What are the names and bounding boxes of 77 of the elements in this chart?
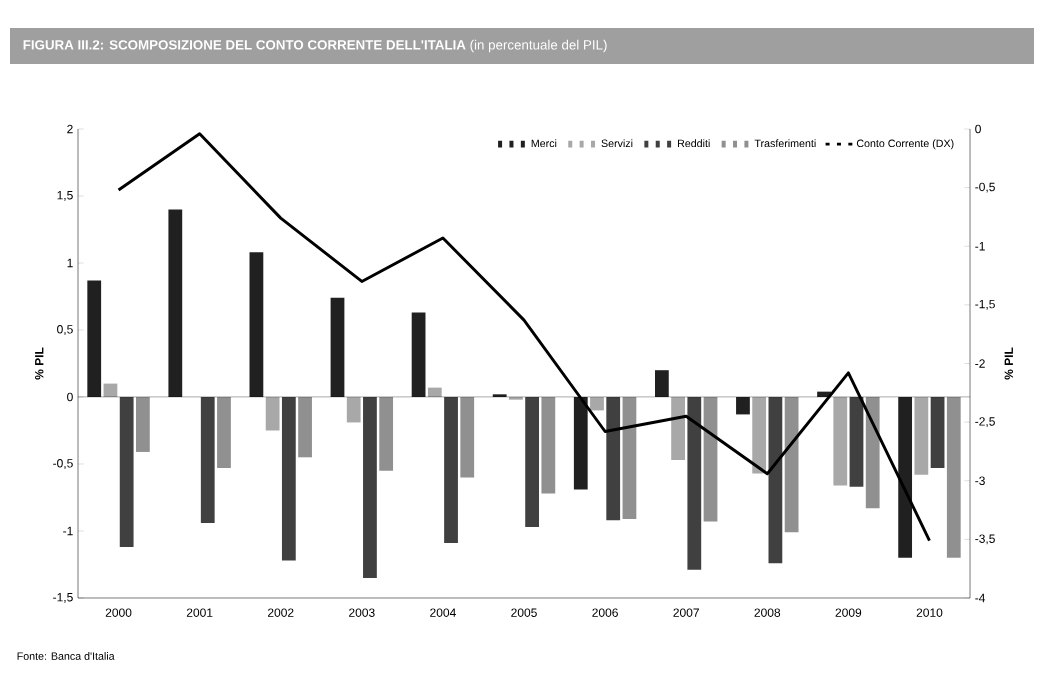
- bar: [914, 397, 929, 475]
- chart-subtitle: (in percentuale del PIL): [470, 39, 607, 53]
- bar: [379, 397, 394, 471]
- x-tick-label: 2004: [430, 608, 456, 617]
- bar: [687, 397, 702, 570]
- bar: [217, 397, 231, 469]
- bar: [573, 397, 588, 490]
- bar: [363, 397, 377, 578]
- bar: [265, 397, 280, 431]
- legend-label: Conto Corrente (DX): [856, 139, 954, 150]
- legend-label: Merci: [531, 139, 557, 148]
- x-tick-label: 2007: [673, 608, 699, 617]
- bar: [946, 397, 961, 558]
- bar: [930, 397, 945, 469]
- bar: [168, 209, 183, 397]
- x-tick-label: 2006: [592, 608, 618, 617]
- bar: [460, 397, 475, 478]
- y2-tick-label: -4: [975, 593, 986, 603]
- bar: [249, 252, 264, 397]
- chart-title: FIGURA III.2: SCOMPOSIZIONE DEL CONTO CORRENTE DELL'ITALIA: [23, 40, 466, 50]
- bar: [654, 370, 669, 397]
- bar: [444, 397, 458, 544]
- bar: [346, 397, 361, 423]
- y-tick-label: -1,5: [53, 593, 73, 603]
- bar: [752, 397, 767, 474]
- y-tick-label: 1,5: [57, 191, 73, 201]
- x-tick-label: 2008: [754, 608, 781, 617]
- y2-axis-title: % PIL: [1004, 347, 1013, 380]
- x-tick-label: 2000: [105, 608, 132, 617]
- bar: [330, 297, 345, 397]
- y2-tick-label: -2: [975, 359, 985, 368]
- y-tick-label: -0,5: [53, 459, 73, 469]
- y-tick-label: 2: [67, 124, 73, 134]
- bar: [87, 280, 102, 397]
- y-tick-label: 0,5: [57, 325, 73, 335]
- source-note: Fonte: Banca d'Italia: [17, 652, 115, 660]
- x-tick-label: 2001: [186, 608, 213, 617]
- bar: [898, 397, 913, 558]
- x-tick-label: 2003: [349, 608, 375, 617]
- line-series: [117, 132, 931, 543]
- bar: [849, 397, 864, 487]
- bar: [200, 397, 215, 523]
- bar: [525, 397, 540, 527]
- bar: [590, 397, 604, 411]
- bar: [135, 397, 150, 452]
- bar: [281, 397, 296, 561]
- bar: [865, 397, 880, 509]
- y-axis-title: % PIL: [35, 347, 44, 380]
- y-tick-label: -1: [63, 526, 73, 536]
- bar: [622, 397, 637, 519]
- bar: [703, 397, 718, 522]
- x-tick-label: 2005: [511, 608, 537, 617]
- bar: [298, 397, 312, 458]
- y2-tick-label: -3,5: [975, 534, 995, 545]
- bar: [541, 397, 556, 494]
- bar: [736, 397, 750, 415]
- legend-label: Servizi: [601, 139, 633, 148]
- bar: [784, 397, 799, 533]
- y2-tick-label: -1: [975, 242, 985, 251]
- y2-tick-label: -1,5: [975, 299, 995, 310]
- y-tick-label: 1: [67, 258, 73, 268]
- y2-tick-label: -3: [975, 476, 985, 486]
- bar: [768, 397, 783, 564]
- legend-label: Trasferimenti: [754, 139, 816, 148]
- bar: [671, 397, 685, 460]
- bar: [119, 397, 134, 548]
- x-tick-label: 2010: [916, 608, 943, 617]
- x-tick-label: 2009: [835, 608, 862, 617]
- y2-tick-label: 0: [975, 124, 981, 134]
- legend-label: Redditi: [677, 139, 710, 148]
- bar: [606, 397, 621, 521]
- y2-tick-label: -0,5: [975, 182, 995, 193]
- x-tick-label: 2002: [267, 608, 294, 617]
- y2-tick-label: -2,5: [975, 417, 995, 428]
- y-tick-label: 0: [67, 392, 73, 402]
- bar: [411, 312, 426, 397]
- bar: [833, 397, 848, 486]
